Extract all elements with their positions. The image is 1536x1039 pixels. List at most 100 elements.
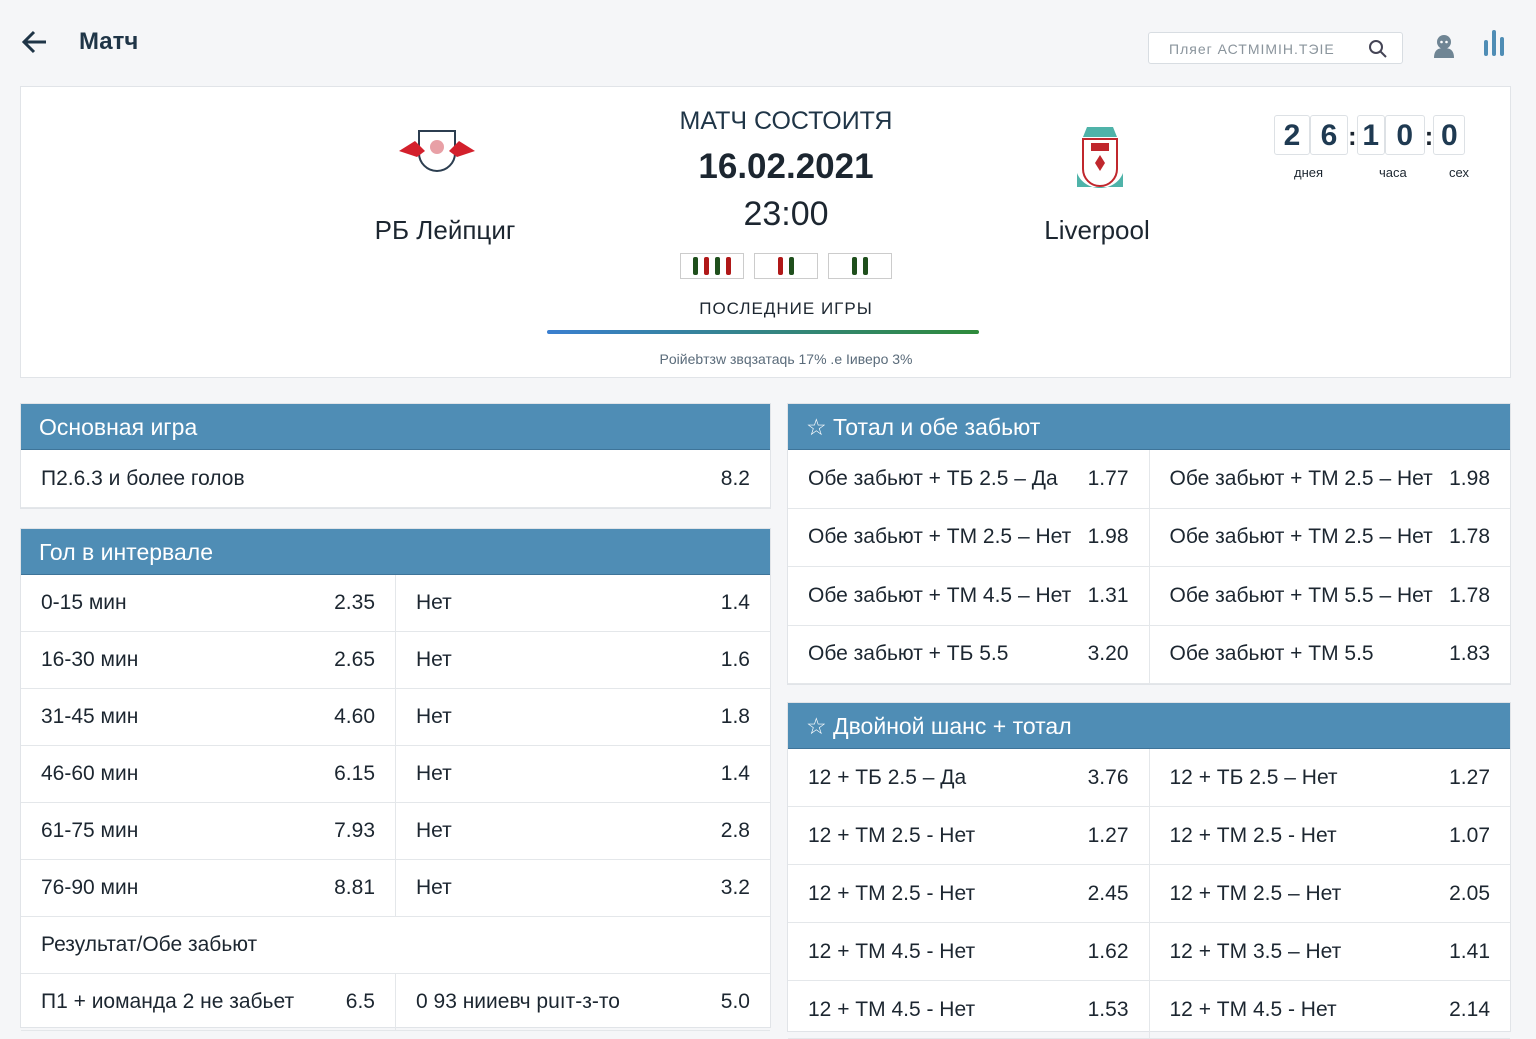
match-time: 23:00 <box>743 195 829 233</box>
double-chance-section: ☆ Двойной шанс + тотал 12 + ТБ 2.5 – Да 3… <box>787 702 1511 1039</box>
odds-row: 12 + ТМ 4.5 - Нет 1.62 12 + ТМ 3.5 – Нет 1.… <box>788 923 1510 981</box>
odds-cell[interactable]: 12 + ТМ 2.5 - Нет 1.27 <box>788 807 1149 864</box>
odds-cell[interactable]: 16-30 мин 2.65 <box>21 632 395 688</box>
bet-label: Нет <box>416 876 452 899</box>
odds-cell[interactable]: 12 + ТМ 4.5 - Нет 1.53 <box>788 981 1149 1038</box>
odd-value: 1.6 <box>720 648 750 671</box>
odd-value: 6.15 <box>334 762 375 785</box>
odds-cell[interactable]: 31-45 мин 4.60 <box>21 689 395 745</box>
odds-row: 0-15 мин 2.35 Нет 1.4 <box>21 575 770 632</box>
odds-cell[interactable]: Обе забьют + ТБ 2.5 – Да 1.77 <box>788 450 1149 508</box>
odds-cell[interactable]: 12 + ТМ 4.5 - Нет 2.14 <box>1148 981 1511 1038</box>
odds-cell[interactable]: 76-90 мин 8.81 <box>21 860 395 916</box>
odd-value: 1.41 <box>1449 939 1490 963</box>
odd-value: 3.76 <box>1087 765 1129 789</box>
countdown-label-seconds: сех <box>1449 165 1469 180</box>
odd-value: 1.31 <box>1087 583 1129 607</box>
odds-cell[interactable]: Обе забьют + ТМ 2.5 – Нет 1.78 <box>1148 508 1511 566</box>
odd-value: 2.05 <box>1449 881 1490 905</box>
search-input[interactable]: Пляег АСТМIМIН.ТЭIЕ <box>1148 32 1403 64</box>
odds-cell[interactable]: Обе забьют + ТБ 5.5 3.20 <box>788 626 1149 684</box>
home-team-logo <box>399 130 475 172</box>
sub-header: Результат/Обе забьют <box>21 917 770 974</box>
bet-label: Обе забьют + ТМ 2.5 – Нет <box>1169 525 1433 549</box>
section-title: Тотал и обе забьют <box>833 414 1041 440</box>
odd-value: 1.8 <box>720 705 750 728</box>
bet-label: 12 + ТМ 2.5 – Нет <box>1169 881 1342 905</box>
odds-cell[interactable]: 12 + ТБ 2.5 – Нет 1.27 <box>1148 749 1511 806</box>
odds-cell[interactable]: Обе забьют + ТМ 5.5 1.83 <box>1148 625 1511 683</box>
countdown-digit: 0 <box>1384 115 1425 155</box>
odds-cell[interactable]: 12 + ТМ 3.5 – Нет 1.41 <box>1148 923 1511 980</box>
bet-label: 12 + ТМ 4.5 - Нет <box>808 997 976 1021</box>
odd-value: 1.78 <box>1449 525 1490 549</box>
bet-label: Обе забьют + ТМ 2.5 – Нет <box>808 525 1072 549</box>
user-icon[interactable] <box>1432 33 1456 59</box>
odds-cell[interactable]: 12 + ТМ 4.5 - Нет 1.62 <box>788 923 1149 980</box>
odds-cell[interactable]: Нет 1.4 <box>395 746 770 802</box>
last-games-bar <box>547 330 979 334</box>
away-team-name: Liverpool <box>1044 215 1150 245</box>
odds-cell[interactable]: Нет 1.6 <box>395 632 770 688</box>
odds-cell[interactable]: Обе забьют + ТМ 2.5 – Нет 1.98 <box>788 509 1149 567</box>
bet-label: 12 + ТБ 2.5 – Да <box>808 765 967 789</box>
odds-cell[interactable]: 12 + ТБ 2.5 – Да 3.76 <box>788 749 1149 806</box>
odds-cell[interactable]: 12 + ТМ 2.5 – Нет 2.05 <box>1148 865 1511 922</box>
last-game-box <box>828 253 892 279</box>
odds-cell[interactable]: 46-60 мин 6.15 <box>21 746 395 802</box>
odds-cell[interactable]: 61-75 мин 7.93 <box>21 803 395 859</box>
star-icon[interactable]: ☆ <box>806 713 834 739</box>
back-arrow-icon[interactable] <box>20 28 50 56</box>
odds-cell[interactable]: Нет 1.8 <box>395 689 770 745</box>
odds-cell[interactable]: 0-15 мин 2.35 <box>21 575 395 631</box>
section-header: ☆ Двойной шанс + тотал <box>788 703 1510 749</box>
odds-cell[interactable]: Нет 1.4 <box>395 575 770 631</box>
odd-value: 1.53 <box>1087 997 1129 1021</box>
bet-label: 12 + ТМ 4.5 - Нет <box>1169 997 1337 1021</box>
odds-cell[interactable]: Обе забьют + ТМ 5.5 – Нет 1.78 <box>1148 567 1511 625</box>
odds-cell[interactable]: 12 + ТМ 2.5 - Нет 1.07 <box>1148 807 1511 864</box>
odd-value: 2.45 <box>1087 881 1129 905</box>
odds-row: Обе забьют + ТМ 2.5 – Нет 1.98 Обе забьют … <box>788 508 1511 567</box>
odd-value: 8.81 <box>334 876 375 899</box>
odds-row: 76-90 мин 8.81 Нет 3.2 <box>21 860 770 917</box>
stats-chart-icon[interactable] <box>1482 28 1506 58</box>
match-card: РБ Лейпциг Liverpool МАТЧ СОСТОИТЯ 16.02… <box>20 86 1511 378</box>
odds-row: 12 + ТМ 4.5 - Нет 1.53 12 + ТМ 4.5 - Нет 2.… <box>788 981 1510 1039</box>
odds-cell[interactable]: П2.6.3 и более голов 8.2 <box>21 450 770 507</box>
section-header: Гол в интервале <box>21 529 770 575</box>
result-bar <box>789 257 794 275</box>
last-game-box <box>680 253 744 279</box>
section-title: Двойной шанс + тотал <box>833 713 1072 739</box>
odds-cell[interactable]: 12 + ТМ 2.5 - Нет 2.45 <box>788 865 1149 922</box>
bet-label: Нет <box>416 819 452 842</box>
sub-title: Результат/Обе забьют <box>41 933 258 956</box>
last-game-box <box>754 253 818 279</box>
search-icon[interactable] <box>1368 39 1388 59</box>
odd-value: 1.07 <box>1449 823 1490 847</box>
star-icon[interactable]: ☆ <box>806 414 834 440</box>
total-both-section: ☆ Тотал и обе забьют Обе забьют + ТБ 2.5… <box>787 403 1511 685</box>
stats-text: Poiйebтзw звqзатаqь 17% .e Iиверо 3% <box>659 351 913 367</box>
bet-label: 0 93 нииевч рuıт-з-то <box>416 990 620 1013</box>
bet-label: 76-90 мин <box>41 876 139 899</box>
odds-cell[interactable]: Нет 3.2 <box>395 860 770 916</box>
countdown-digit: 6 <box>1310 115 1348 155</box>
bet-label: 12 + ТМ 2.5 - Нет <box>1169 823 1337 847</box>
main-game-section: Основная игра П2.6.3 и более голов 8.2 <box>20 403 771 509</box>
odds-cell[interactable]: П1 + иоманда 2 не забьет 6.5 <box>21 974 395 1030</box>
odds-cell[interactable]: Обе забьют + ТМ 4.5 – Нет 1.31 <box>788 567 1149 625</box>
odds-row: П2.6.3 и более голов 8.2 <box>21 450 770 508</box>
bet-label: Нет <box>416 591 452 614</box>
odds-cell[interactable]: 0 93 нииевч рuıт-з-то 5.0 <box>395 974 770 1030</box>
home-team-name: РБ Лейпциг <box>374 215 516 245</box>
result-bar <box>715 257 720 275</box>
odd-value: 2.35 <box>334 591 375 614</box>
odds-cell[interactable]: Обе забьют + ТМ 2.5 – Нет 1.98 <box>1148 450 1511 508</box>
odds-cell[interactable]: Нет 2.8 <box>395 803 770 859</box>
countdown-digit: 2 <box>1274 115 1310 155</box>
result-bar <box>852 257 857 275</box>
odd-value: 1.4 <box>720 591 750 614</box>
top-bar: Матч Пляег АСТМIМIН.ТЭIЕ <box>0 0 1536 85</box>
